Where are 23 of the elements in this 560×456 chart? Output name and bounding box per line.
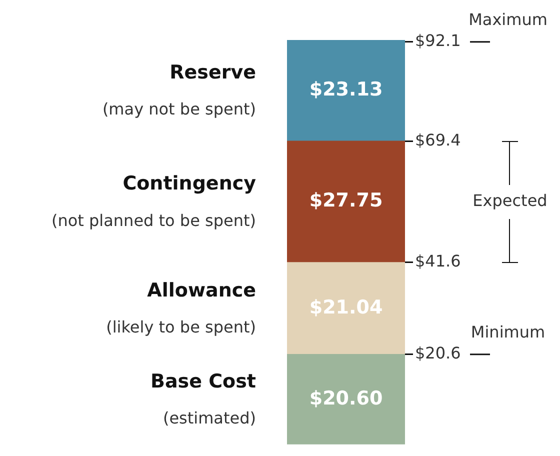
- data-label: $21.04: [309, 296, 383, 318]
- data-label: $23.13: [309, 78, 383, 100]
- bar: [287, 262, 405, 355]
- text: Expected: [472, 190, 548, 210]
- ref-line-label: Minimum: [470, 322, 546, 342]
- bar: [287, 354, 405, 444]
- text: (likely to be spent): [106, 318, 256, 337]
- series-label: Allowance: [147, 279, 256, 302]
- data-label: $27.75: [309, 190, 383, 212]
- ref-line-label: Maximum: [468, 10, 548, 29]
- bar: [287, 40, 405, 142]
- series-label: Contingency: [122, 172, 257, 195]
- y-tick-label: $20.6: [415, 344, 461, 363]
- y-tick-label: $69.4: [415, 130, 461, 150]
- series-label: Reserve: [170, 61, 256, 84]
- y-tick-label: $92.1: [415, 30, 461, 50]
- text: (estimated): [162, 408, 256, 428]
- series-label: Base Cost: [150, 370, 256, 392]
- y-tick-label: $41.6: [415, 252, 461, 271]
- text: (not planned to be spent): [51, 210, 256, 230]
- bar: [287, 140, 405, 263]
- data-label: $20.60: [309, 387, 383, 410]
- text: (may not be spent): [102, 100, 256, 119]
